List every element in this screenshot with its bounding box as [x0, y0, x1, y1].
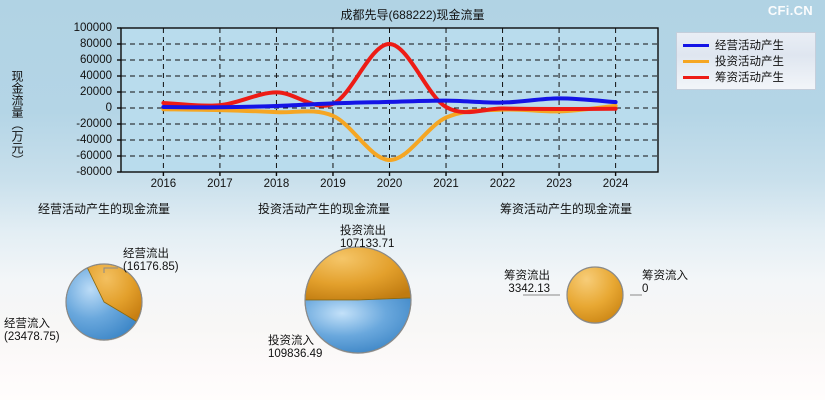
legend-label-financing: 筹资活动产生 — [715, 72, 784, 84]
y-tick-label: -80000 — [76, 166, 112, 178]
y-tick-label: -40000 — [76, 134, 112, 146]
pie-financing-svg — [523, 266, 642, 324]
y-tick-label: 100000 — [73, 22, 112, 34]
x-tick-label: 2020 — [376, 178, 403, 190]
legend-label-operating: 经营活动产生 — [715, 40, 784, 52]
x-tick-label: 2017 — [207, 178, 233, 190]
x-tick-label: 2019 — [320, 178, 346, 190]
section-title-financing: 筹资活动产生的现金流量 — [500, 202, 633, 216]
legend-item-financing[interactable]: 筹资活动产生 — [683, 69, 809, 85]
x-tick-label: 2024 — [602, 178, 629, 190]
x-tick-label: 2022 — [489, 178, 516, 190]
section-title-operating: 经营活动产生的现金流量 — [38, 202, 171, 216]
y-tick-label: 60000 — [80, 54, 112, 66]
section-title-investing: 投资活动产生的现金流量 — [258, 202, 391, 216]
y-tick-label: 80000 — [80, 38, 112, 50]
legend-swatch-financing — [683, 75, 709, 79]
pie-label-investing-outflow: 投资流出 107133.71 — [340, 225, 395, 250]
pie-label-financing-outflow: 筹资流出 3342.13 — [504, 270, 550, 295]
x-axis-ticks: 2016 2017 2018 2019 2020 2021 2022 2023 2024 — [0, 20, 670, 200]
pie-block-investing: 投资流出 107133.71 投资流入 109836.49 — [240, 225, 480, 375]
pie-label-operating-outflow: 经营流出 (16176.85) — [123, 248, 179, 273]
pie-block-financing: 筹资流出 3342.13 筹资流入 0 — [490, 265, 740, 365]
pie-investing-svg — [304, 246, 412, 354]
page-title: 成都先导(688222)现金流量 — [340, 8, 485, 22]
legend-swatch-operating — [683, 43, 709, 47]
watermark-label: CFi.CN — [767, 3, 813, 18]
chart-legend: 经营活动产生 投资活动产生 筹资活动产生 — [676, 32, 816, 90]
cashflow-line-chart: 现金流量（万元） 100000 80000 60000 40000 20000 0 -200… — [0, 20, 670, 200]
pie-label-operating-inflow: 经营流入 (23478.75) — [4, 318, 60, 343]
x-tick-label: 2016 — [150, 178, 177, 190]
pie-block-operating: 经营流出 (16176.85) 经营流入 (23478.75) — [0, 230, 230, 370]
y-axis-ticks: 100000 80000 60000 40000 20000 0 -20000 -40000 -… — [30, 20, 116, 200]
legend-label-investing: 投资活动产生 — [715, 56, 784, 68]
pie-slice[interactable] — [304, 246, 412, 301]
legend-swatch-investing — [683, 59, 709, 63]
x-tick-label: 2018 — [263, 178, 290, 190]
legend-item-investing[interactable]: 投资活动产生 — [683, 53, 809, 69]
pie-label-financing-inflow: 筹资流入 0 — [642, 270, 688, 295]
y-tick-label: -60000 — [76, 150, 112, 162]
line-plot-svg — [117, 27, 659, 176]
pie-operating-svg — [65, 263, 143, 341]
pie-label-investing-inflow: 投资流入 109836.49 — [268, 335, 323, 360]
x-tick-label: 2021 — [433, 178, 459, 190]
y-tick-label: 0 — [105, 102, 112, 114]
y-axis-label: 现金流量（万元） — [10, 70, 24, 166]
y-tick-label: 20000 — [80, 86, 112, 98]
legend-item-operating[interactable]: 经营活动产生 — [683, 37, 809, 53]
y-tick-label: -20000 — [76, 118, 112, 130]
x-tick-label: 2023 — [546, 178, 572, 190]
y-tick-label: 40000 — [80, 70, 112, 82]
